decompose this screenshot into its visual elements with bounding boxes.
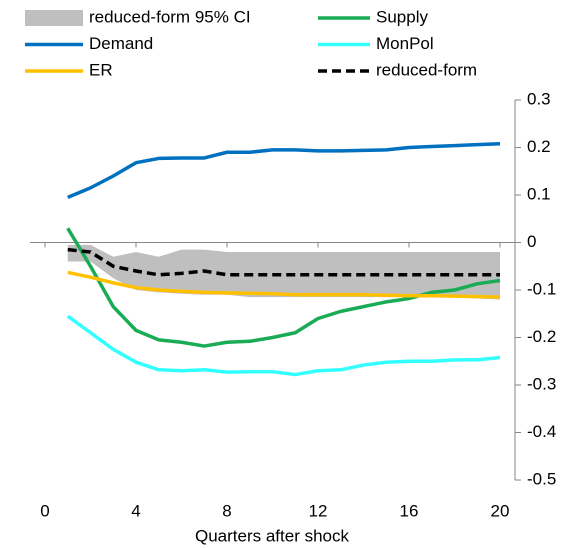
- legend-label: Supply: [376, 7, 428, 26]
- confidence-band: [67, 244, 500, 300]
- series-line: [67, 270, 501, 299]
- x-tick-label: 20: [491, 501, 510, 520]
- x-tick-label: 4: [131, 501, 140, 520]
- legend-label: reduced-form 95% CI: [89, 7, 251, 26]
- series-line: [67, 141, 501, 199]
- legend-swatch: [25, 10, 83, 26]
- x-axis-title: Quarters after shock: [195, 526, 350, 545]
- series-line: [66, 227, 501, 348]
- y-tick-label: -0.3: [527, 374, 556, 393]
- legend-label: Demand: [89, 34, 153, 53]
- series-line: [67, 247, 500, 277]
- series-line: [66, 314, 501, 377]
- y-tick-label: 0.3: [527, 89, 551, 108]
- x-tick-label: 16: [400, 501, 419, 520]
- legend-label: reduced-form: [376, 60, 477, 79]
- y-tick-label: -0.2: [527, 327, 556, 346]
- y-tick-label: 0: [527, 232, 536, 251]
- x-tick-label: 0: [40, 501, 49, 520]
- y-tick-label: 0.2: [527, 137, 551, 156]
- x-tick-label: 8: [222, 501, 231, 520]
- x-tick-label: 12: [309, 501, 328, 520]
- y-tick-label: -0.4: [527, 422, 556, 441]
- y-tick-label: 0.1: [527, 184, 551, 203]
- legend-label: ER: [89, 60, 113, 79]
- legend-label: MonPol: [376, 34, 434, 53]
- y-tick-label: -0.5: [527, 469, 556, 488]
- y-tick-label: -0.1: [527, 279, 556, 298]
